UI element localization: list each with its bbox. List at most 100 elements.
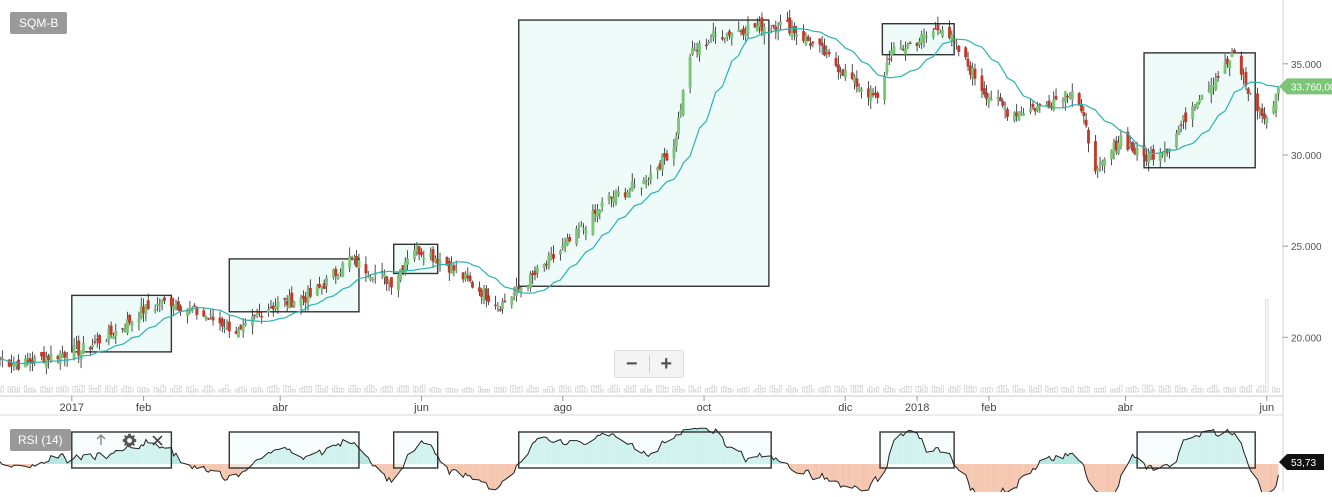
candle-body [315, 285, 319, 296]
volume-bar [0, 385, 4, 393]
rsi-fill [974, 464, 982, 497]
volume-bar [209, 386, 213, 393]
candle-body [980, 75, 984, 91]
rsi-fill [1069, 453, 1073, 464]
candle-body [1003, 108, 1007, 111]
candle-body [1191, 106, 1195, 120]
zoom-out-button[interactable]: − [625, 352, 638, 375]
candle-body [760, 17, 764, 32]
candle-body [452, 265, 456, 271]
volume-bar [644, 385, 648, 393]
rsi-fill [456, 464, 464, 478]
volume-bar [730, 389, 734, 393]
candle-body [30, 359, 34, 364]
rsi-fill [451, 464, 454, 471]
rsi-fill [852, 464, 855, 489]
candle-body [598, 209, 602, 214]
candle-body [883, 75, 887, 101]
volume-bar [357, 388, 361, 393]
candle-body [496, 305, 500, 307]
rsi-fill [220, 464, 223, 478]
candle-body [730, 32, 734, 39]
volume-bar [665, 387, 669, 393]
volume-bar [190, 385, 194, 393]
candle-body [241, 324, 245, 332]
volume-bar [681, 389, 685, 393]
rsi-fill [1000, 464, 1003, 493]
gear-icon[interactable] [120, 431, 138, 449]
candle-body [616, 191, 620, 195]
x-tick-label: feb [981, 402, 996, 414]
candle-body [876, 92, 880, 98]
candle-body [438, 259, 442, 265]
candle-body [575, 228, 579, 245]
ticker-label: SQM-B [10, 12, 68, 34]
volume-bar [892, 388, 896, 393]
volume-bar [778, 384, 782, 393]
candle-body [1230, 52, 1234, 57]
volume-bar [341, 388, 345, 393]
candle-body [81, 342, 85, 354]
candle-body [885, 62, 889, 73]
rsi-fill [27, 464, 31, 468]
volume-bar [179, 386, 183, 393]
x-tick-label: jun [1258, 402, 1274, 414]
candle-body [431, 249, 435, 262]
candle-body [389, 277, 393, 288]
volume-bar [438, 388, 442, 393]
candle-body [49, 353, 53, 363]
candle-body [535, 267, 539, 273]
rsi-fill [972, 464, 975, 493]
close-icon[interactable] [148, 431, 166, 449]
candle-body [850, 72, 854, 79]
candle-body [144, 304, 148, 314]
volume-bar [225, 384, 229, 393]
rsi-fill [1007, 464, 1015, 493]
volume-bar [352, 384, 356, 393]
rsi-fill [206, 464, 209, 473]
candle-body [633, 184, 637, 187]
candle-body [690, 47, 694, 55]
candle-body [714, 34, 718, 37]
volume-bar [454, 388, 458, 393]
candle-body [711, 31, 715, 38]
candle-body [1077, 93, 1081, 106]
zoom-in-button[interactable]: + [660, 352, 673, 375]
rsi-fill [968, 464, 971, 491]
rsi-fill [358, 448, 366, 464]
candle-body [1080, 104, 1083, 112]
candle-body [1239, 55, 1243, 75]
candle-body [957, 45, 961, 52]
candle-body [1131, 141, 1134, 151]
candle-body [558, 250, 562, 255]
candle-body [153, 309, 157, 312]
candle-body [899, 47, 903, 50]
rsi-fill [1030, 464, 1033, 474]
candle-body [1232, 49, 1236, 53]
volume-bar [551, 388, 555, 393]
rsi-fill [840, 464, 843, 488]
arrow-up-icon[interactable] [92, 431, 110, 449]
candle-body [936, 24, 940, 31]
rsi-fill [1088, 464, 1096, 491]
candle-body [908, 42, 912, 45]
candle-body [290, 292, 294, 308]
value-tags: 33.760,00 53,73 [1279, 78, 1332, 470]
candle-body [646, 180, 650, 182]
rsi-fill [1067, 453, 1070, 464]
candle-body [260, 315, 264, 318]
candle-body [308, 288, 312, 297]
candle-body [244, 322, 247, 326]
candle-body [753, 23, 757, 28]
volume-bar [827, 385, 831, 393]
candle-body [1096, 168, 1100, 171]
candle-body [579, 225, 583, 228]
rsi-fill [803, 464, 806, 474]
candle-body [948, 26, 951, 39]
rsi-fill [861, 464, 869, 491]
candle-body [906, 44, 910, 48]
volume-bar [1038, 384, 1042, 393]
